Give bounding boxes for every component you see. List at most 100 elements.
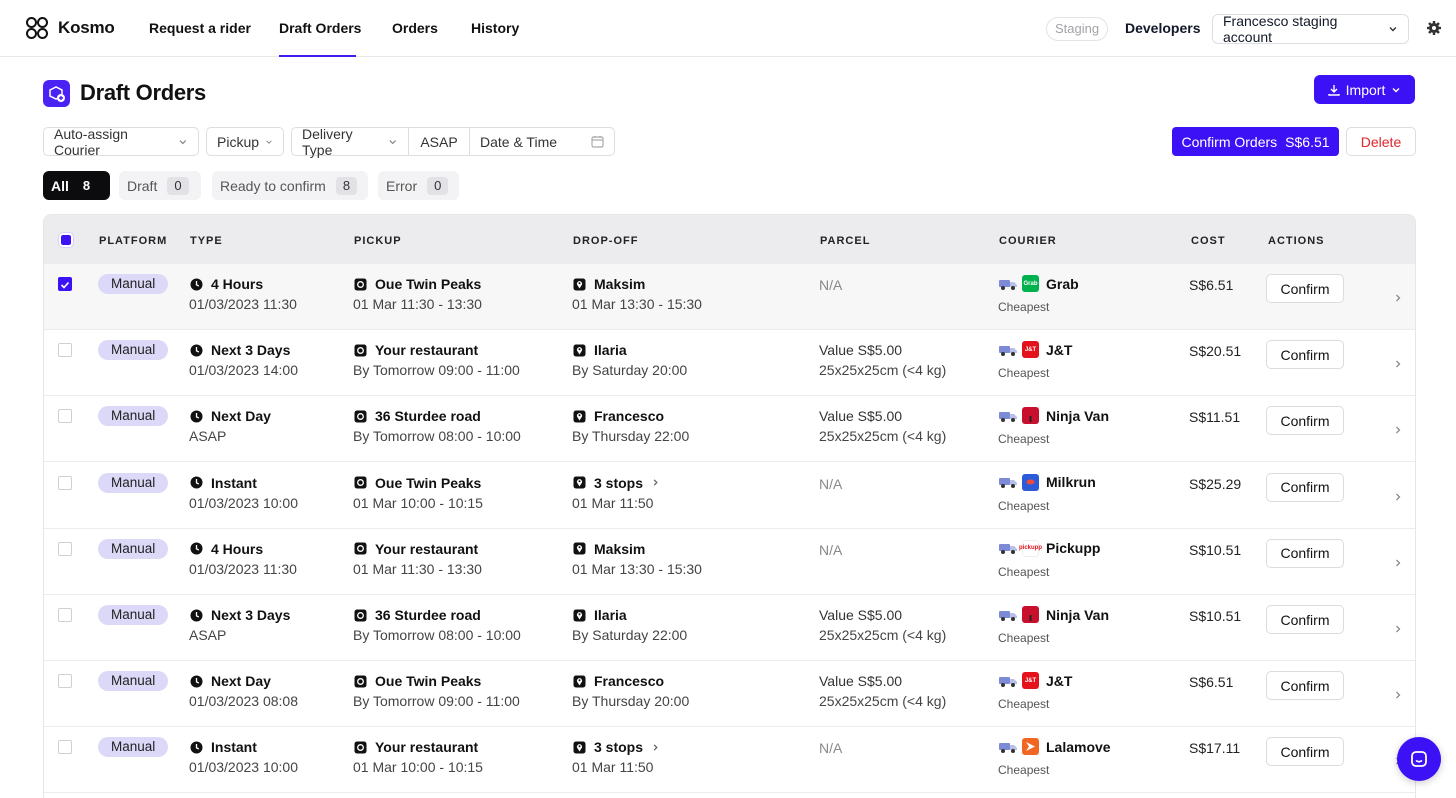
table-row[interactable]: Manual 4 Hours 01/03/2023 11:30 Oue Twin Pe… [44, 264, 1415, 330]
row-confirm-button[interactable]: Confirm [1266, 737, 1344, 767]
row-checkbox[interactable] [58, 541, 72, 556]
pickup-point-icon [354, 278, 367, 290]
pickup-point-icon [354, 410, 367, 423]
row-confirm-button[interactable]: Confirm [1266, 671, 1344, 701]
table-row[interactable]: Manual Next Day ASAP 36 Sturdee road By Tomo… [44, 396, 1415, 463]
gear-icon[interactable] [1426, 20, 1442, 36]
chat-button[interactable] [1397, 737, 1441, 781]
header-courier[interactable]: COURIER [999, 235, 1057, 247]
tab-ready-to-confirm[interactable]: Ready to confirm 8 [212, 171, 368, 200]
chevron-right-icon[interactable] [1393, 621, 1403, 633]
dropoff-location: Ilaria [573, 342, 627, 358]
account-select[interactable]: Francesco staging account [1212, 13, 1409, 45]
table-row[interactable]: Manual Next 3 Days 01/03/2023 14:00 Your re… [44, 330, 1415, 397]
row-confirm-button[interactable]: Confirm [1266, 605, 1344, 634]
row-confirm-button[interactable]: Confirm [1266, 538, 1344, 568]
table-row[interactable]: Manual Instant 01/03/2023 10:00 Your restau… [44, 727, 1415, 794]
table-row[interactable]: Manual 4 Hours 01/03/2023 11:30 Your restau… [44, 529, 1415, 595]
delivery-type-label: Next 3 Days [211, 607, 291, 623]
developers-link[interactable]: Developers [1125, 20, 1201, 36]
platform-badge: Manual [98, 274, 169, 294]
row-cost: S$10.51 [1189, 541, 1242, 558]
chevron-right-icon[interactable] [1393, 489, 1403, 501]
parcel-value: N/A [819, 475, 843, 492]
row-confirm-button[interactable]: Confirm [1266, 274, 1344, 303]
pickup-time: By Tomorrow 08:00 - 10:00 [353, 428, 521, 445]
delete-button[interactable]: Delete [1346, 127, 1416, 156]
row-checkbox[interactable] [58, 277, 72, 291]
draft-orders-table: PLATFORM TYPE PICKUP DROP-OFF PARCEL COU… [43, 214, 1416, 798]
delivery-truck-icon [999, 478, 1017, 489]
tab-error[interactable]: Error 0 [378, 171, 459, 200]
row-checkbox[interactable] [58, 343, 72, 358]
row-checkbox[interactable] [58, 740, 72, 755]
pickup-point-icon [354, 542, 367, 555]
header-platform[interactable]: PLATFORM [99, 235, 168, 247]
courier: Ninja Van [998, 407, 1109, 425]
import-button[interactable]: Import [1314, 75, 1415, 104]
header-parcel[interactable]: PARCEL [820, 235, 871, 247]
platform-badge: Manual [98, 340, 169, 361]
delivery-type-select[interactable]: Delivery Type [291, 126, 409, 158]
pickup-select[interactable]: Pickup [206, 127, 284, 156]
asap-toggle[interactable]: ASAP [408, 127, 470, 156]
row-checkbox[interactable] [58, 608, 72, 622]
row-confirm-button[interactable]: Confirm [1266, 406, 1344, 436]
milkrun-logo [1022, 473, 1039, 491]
row-checkbox[interactable] [58, 409, 72, 424]
table-row[interactable]: Manual Instant 01/03/2023 10:00 Oue Twin Pe… [44, 463, 1415, 529]
date-time-picker[interactable]: Date & Time [469, 127, 615, 156]
map-pin-icon [573, 609, 586, 621]
table-row[interactable]: Manual Next Day 01/03/2023 08:08 Oue Twin P… [44, 661, 1415, 728]
pickup-location: Your restaurant [354, 541, 478, 557]
tab-all[interactable]: All 8 [43, 171, 110, 200]
courier-note: Cheapest [998, 432, 1050, 447]
pickup-time: By Tomorrow 09:00 - 11:00 [353, 362, 520, 379]
nav-active-indicator [279, 55, 356, 57]
calendar-icon [591, 136, 604, 148]
dropoff-location: Francesco [573, 673, 664, 689]
map-pin-icon [573, 741, 586, 754]
clock-icon [190, 741, 203, 754]
pickup-location: Your restaurant [354, 342, 478, 358]
row-checkbox[interactable] [58, 674, 72, 689]
table-row[interactable]: Manual Next 3 Days ASAP 36 Sturdee road By T… [44, 595, 1415, 661]
dropoff-location[interactable]: 3 stops [573, 739, 660, 755]
lalamove-logo [1022, 738, 1039, 756]
pickup-point-icon [354, 675, 367, 688]
delivery-type-time: 01/03/2023 10:00 [189, 494, 298, 511]
pickup-name: Oue Twin Peaks [375, 276, 482, 292]
parcel-size: 25x25x25cm (<4 kg) [819, 693, 947, 710]
nav-request-rider[interactable]: Request a rider [149, 20, 251, 36]
confirm-orders-button[interactable]: Confirm Orders S$6.51 [1172, 127, 1339, 156]
jnt-logo: J&T [1022, 672, 1039, 690]
parcel-size: 25x25x25cm (<4 kg) [819, 428, 947, 445]
courier: Grab Grab [998, 275, 1079, 292]
row-confirm-button[interactable]: Confirm [1266, 472, 1344, 502]
chevron-right-icon[interactable] [1393, 290, 1403, 302]
pickup-filter-label: Pickup [217, 133, 260, 150]
parcel-value: Value S$5.00 [819, 408, 903, 425]
map-pin-icon [573, 476, 586, 489]
chevron-right-icon[interactable] [1393, 422, 1403, 434]
nav-orders[interactable]: Orders [392, 20, 438, 36]
chevron-right-icon[interactable] [1393, 555, 1403, 567]
row-confirm-button[interactable]: Confirm [1266, 340, 1344, 370]
header-type[interactable]: TYPE [190, 235, 223, 247]
delivery-truck-icon [999, 544, 1017, 555]
header-cost[interactable]: COST [1191, 235, 1226, 247]
select-all-checkbox[interactable] [59, 233, 73, 247]
nav-draft-orders[interactable]: Draft Orders [279, 20, 362, 36]
dropoff-location[interactable]: 3 stops [573, 475, 660, 491]
chevron-right-icon[interactable] [1393, 356, 1403, 368]
logo[interactable]: Kosmo [24, 15, 115, 41]
row-checkbox[interactable] [58, 475, 72, 490]
tab-draft[interactable]: Draft 0 [119, 171, 201, 200]
auto-assign-courier-select[interactable]: Auto-assign Courier [43, 126, 199, 158]
row-cost: S$25.29 [1189, 475, 1242, 492]
header-dropoff[interactable]: DROP-OFF [573, 235, 639, 247]
dropoff-time: 01 Mar 11:50 [572, 494, 654, 511]
chevron-right-icon[interactable] [1393, 687, 1403, 699]
header-pickup[interactable]: PICKUP [354, 235, 402, 247]
nav-history[interactable]: History [471, 20, 520, 36]
